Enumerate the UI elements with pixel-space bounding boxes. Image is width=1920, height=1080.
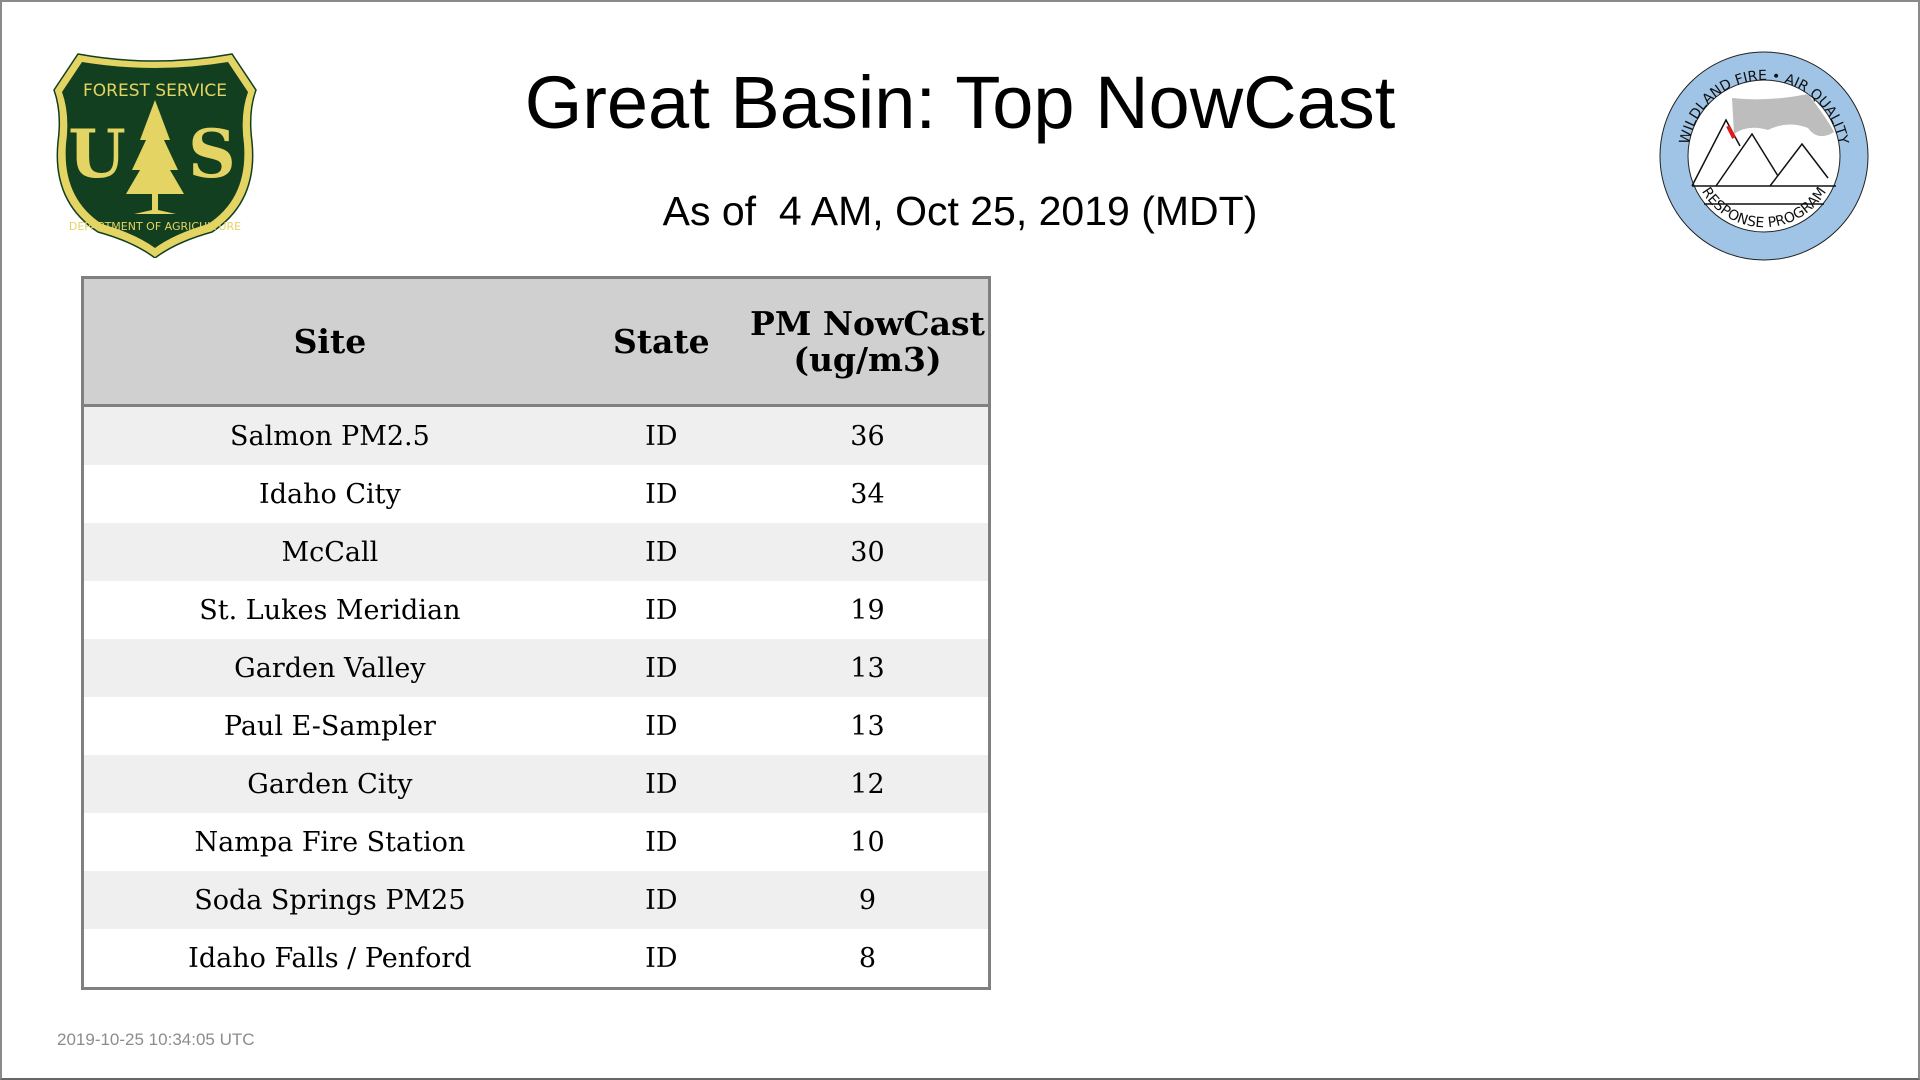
cell-nowcast: 36 — [746, 405, 990, 465]
table-row: Idaho City ID 34 — [83, 465, 990, 523]
nowcast-table: Site State PM NowCast (ug/m3) Salmon PM2… — [81, 276, 991, 990]
table-row: Garden Valley ID 13 — [82, 639, 990, 697]
cell-nowcast: 13 — [746, 639, 990, 697]
wildland-fire-air-quality-logo: WILDLAND FIRE • AIR QUALITY RESPONSE PRO… — [1659, 51, 1869, 261]
cell-state: ID — [575, 871, 747, 929]
cell-site: Idaho Falls / Penford — [188, 942, 472, 974]
cell-site: McCall — [82, 523, 576, 581]
svg-text:FOREST SERVICE: FOREST SERVICE — [83, 81, 227, 101]
cell-nowcast: 34 — [850, 478, 885, 510]
cell-site: Garden Valley — [82, 639, 576, 697]
svg-text:DEPARTMENT OF AGRICULTURE: DEPARTMENT OF AGRICULTURE — [69, 220, 241, 233]
cell-nowcast: 19 — [850, 594, 885, 626]
cell-site: Nampa Fire Station — [194, 826, 466, 858]
cell-nowcast: 8 — [858, 942, 877, 974]
cell-nowcast: 13 — [850, 710, 885, 742]
table-row: Paul E-Sampler ID 13 — [83, 697, 990, 755]
table-row: St. Lukes Meridian ID 19 — [83, 581, 990, 639]
column-header-site: Site — [82, 277, 576, 407]
table-header-row: Site State PM NowCast (ug/m3) — [82, 277, 990, 407]
column-header-state: State — [575, 277, 747, 407]
svg-text:S: S — [188, 115, 236, 193]
forest-service-logo: FOREST SERVICE U S DEPARTMENT OF AGRICUL… — [53, 53, 257, 258]
table-row: Nampa Fire Station ID 10 — [83, 813, 990, 871]
cell-nowcast: 9 — [746, 871, 990, 929]
cell-state: ID — [575, 405, 747, 465]
cell-state: ID — [645, 478, 678, 510]
svg-text:U: U — [68, 115, 126, 193]
cell-state: ID — [645, 826, 678, 858]
page-subtitle: As of 4 AM, Oct 25, 2019 (MDT) — [662, 188, 1258, 234]
cell-state: ID — [645, 710, 678, 742]
table-row: Salmon PM2.5 ID 36 — [82, 405, 990, 465]
cell-nowcast: 12 — [746, 755, 990, 813]
cell-site: Idaho City — [259, 478, 401, 510]
cell-site: Garden City — [82, 755, 576, 813]
cell-site: St. Lukes Meridian — [199, 594, 461, 626]
cell-state: ID — [575, 523, 747, 581]
column-header-nowcast: PM NowCast (ug/m3) — [746, 277, 990, 407]
table-row: Idaho Falls / Penford ID 8 — [83, 929, 990, 989]
cell-state: ID — [645, 942, 678, 974]
table-row: Garden City ID 12 — [82, 755, 990, 813]
cell-state: ID — [575, 639, 747, 697]
cell-state: ID — [575, 755, 747, 813]
cell-nowcast: 10 — [850, 826, 885, 858]
cell-site: Soda Springs PM25 — [82, 871, 576, 929]
table-row: McCall ID 30 — [82, 523, 990, 581]
table-row: Soda Springs PM25 ID 9 — [82, 871, 990, 929]
generated-timestamp: 2019-10-25 10:34:05 UTC — [57, 1030, 255, 1049]
cell-site: Paul E-Sampler — [223, 710, 436, 742]
cell-nowcast: 30 — [746, 523, 990, 581]
page-title: Great Basin: Top NowCast — [524, 61, 1396, 144]
cell-site: Salmon PM2.5 — [82, 405, 576, 465]
cell-state: ID — [645, 594, 678, 626]
